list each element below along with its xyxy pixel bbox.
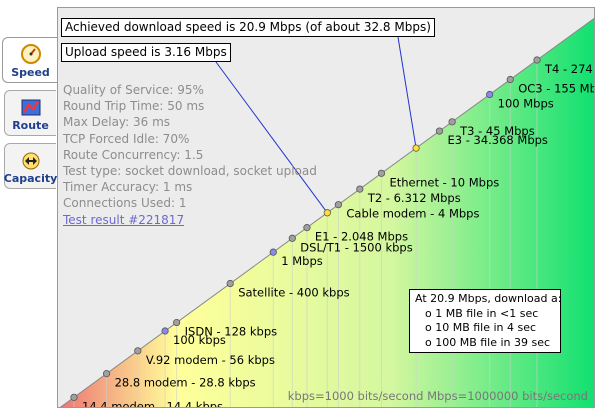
speed-marker (506, 75, 514, 84)
speed-label: E1 - 2.048 Mbps (315, 230, 408, 244)
unit-footnote: kbps=1000 bits/second Mbps=1000000 bits/… (287, 389, 588, 403)
speed-label: Cable modem - 4 Mbps (346, 207, 479, 221)
speed-label: 100 Mbps (498, 96, 554, 110)
stat-connections: Connections Used: 1 (63, 196, 187, 211)
speed-label: T2 - 6.312 Mbps (367, 191, 461, 205)
speed-marker (486, 90, 494, 99)
test-result-link[interactable]: Test result #221817 (63, 212, 185, 227)
upload-leader-line (215, 61, 328, 214)
speed-label: T3 - 45 Mbps (459, 124, 535, 138)
measured-speed-marker (323, 209, 331, 217)
speed-label: V.92 modem - 56 kbps (146, 353, 275, 367)
speed-label: Ethernet - 10 Mbps (389, 175, 499, 189)
stat-rtt: Round Trip Time: 50 ms (63, 99, 205, 114)
double-arrow-icon (22, 152, 39, 170)
route-map-icon (21, 99, 40, 116)
download-time-100mb: o 100 MB file in 39 sec (425, 335, 551, 349)
gauge-icon (20, 44, 41, 64)
speed-label: DSL/T1 - 1500 kbps (300, 240, 412, 254)
download-time-box: At 20.9 Mbps, download a: o 1 MB file in… (409, 289, 561, 353)
connection-stats: Quality of Service: 95% Round Trip Time:… (63, 82, 317, 228)
download-time-1mb: o 1 MB file in <1 sec (425, 306, 539, 320)
speed-marker (161, 327, 169, 335)
tab-route[interactable]: Route (4, 90, 56, 136)
speed-marker (102, 370, 111, 378)
speed-marker (288, 234, 296, 242)
speed-marker (435, 127, 444, 135)
measured-speed-marker (412, 144, 420, 152)
speed-label: E3 - 34.368 Mbps (447, 133, 547, 147)
speed-label: ISDN - 128 kbps (185, 325, 277, 339)
speed-marker (70, 393, 78, 401)
speed-label: 1 Mbps (281, 254, 323, 268)
download-callout: Achieved download speed is 20.9 Mbps (of… (61, 18, 435, 37)
tab-route-label: Route (12, 119, 49, 132)
speed-marker (334, 201, 342, 209)
speed-label: 14.4 modem - 14.4 kbps (82, 399, 223, 408)
speed-marker (173, 318, 181, 327)
stat-route-concurrency: Route Concurrency: 1.5 (63, 147, 204, 162)
speed-label: OC3 - 155 Mbps (518, 81, 595, 95)
stat-timer-accuracy: Timer Accuracy: 1 ms (63, 180, 193, 195)
speed-marker (356, 185, 364, 193)
tab-bar: Speed Route Capacity (0, 0, 58, 410)
download-time-title: At 20.9 Mbps, download a: (415, 292, 562, 305)
speed-marker (134, 347, 142, 355)
tab-speed-label: Speed (11, 66, 50, 79)
tab-speed[interactable]: Speed (2, 37, 58, 83)
speed-label: Satellite - 400 kbps (238, 286, 349, 300)
download-leader-line (397, 36, 417, 149)
speed-chart-panel: 14.4 modem - 14.4 kbps 28.8 modem - 28.8 … (57, 7, 595, 408)
upload-callout: Upload speed is 3.16 Mbps (61, 43, 231, 62)
speed-marker (226, 279, 234, 288)
speed-label: 100 kbps (173, 333, 226, 347)
stat-test-type: Test type: socket download, socket uploa… (63, 164, 317, 179)
speed-marker (533, 56, 541, 64)
speed-marker (303, 224, 311, 232)
stat-qos: Quality of Service: 95% (63, 83, 204, 97)
stat-tcp-idle: TCP Forced Idle: 70% (63, 131, 190, 146)
speed-marker (377, 169, 386, 177)
download-time-10mb: o 10 MB file in 4 sec (425, 321, 537, 334)
stat-max-delay: Max Delay: 36 ms (63, 115, 171, 130)
speed-label: 28.8 modem - 28.8 kbps (115, 376, 256, 390)
speed-label: T4 - 274 Mbps (544, 62, 595, 76)
tab-capacity[interactable]: Capacity (3, 143, 58, 189)
speed-marker (269, 248, 277, 256)
tab-capacity-label: Capacity (3, 172, 58, 185)
speed-marker (448, 118, 456, 126)
